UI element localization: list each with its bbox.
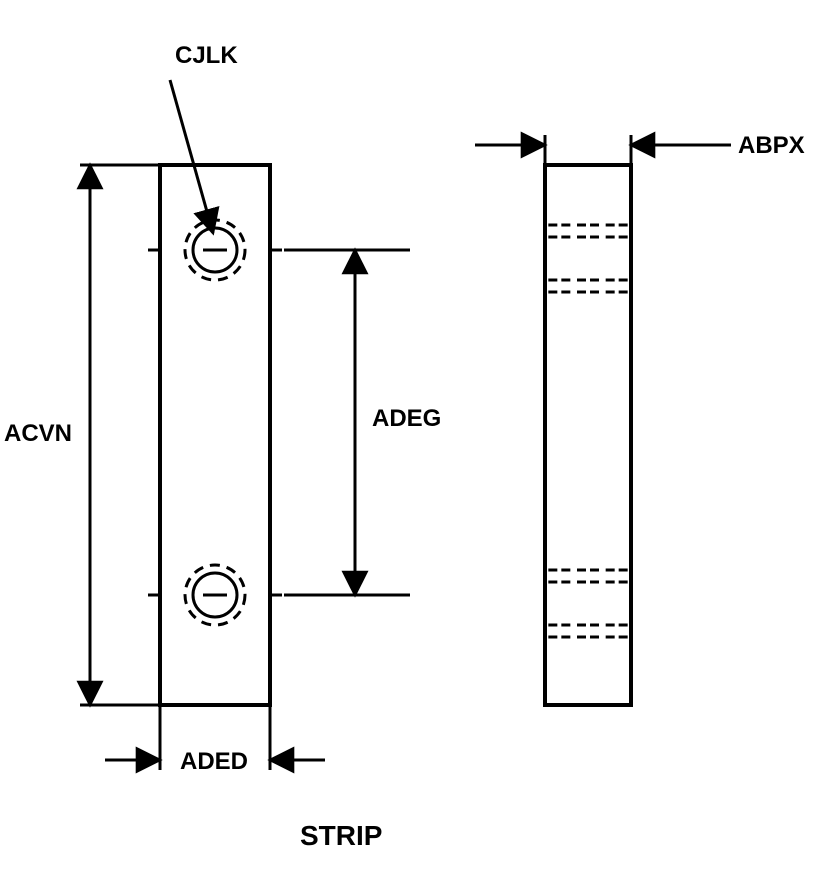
strip-diagram [0, 0, 828, 881]
leader-cjlk [170, 80, 213, 233]
dim-abpx [475, 135, 731, 163]
label-aded: ADED [180, 748, 248, 776]
label-abpx: ABPX [738, 132, 805, 160]
thread-lines [548, 225, 627, 637]
label-adeg: ADEG [372, 405, 441, 433]
label-cjlk: CJLK [175, 42, 238, 70]
label-acvn: ACVN [4, 420, 72, 448]
dim-acvn [80, 165, 158, 705]
hole-top [148, 220, 282, 280]
hole-bottom [148, 565, 282, 625]
diagram-title: STRIP [300, 820, 382, 852]
side-view-rect [545, 165, 631, 705]
front-view-rect [160, 165, 270, 705]
